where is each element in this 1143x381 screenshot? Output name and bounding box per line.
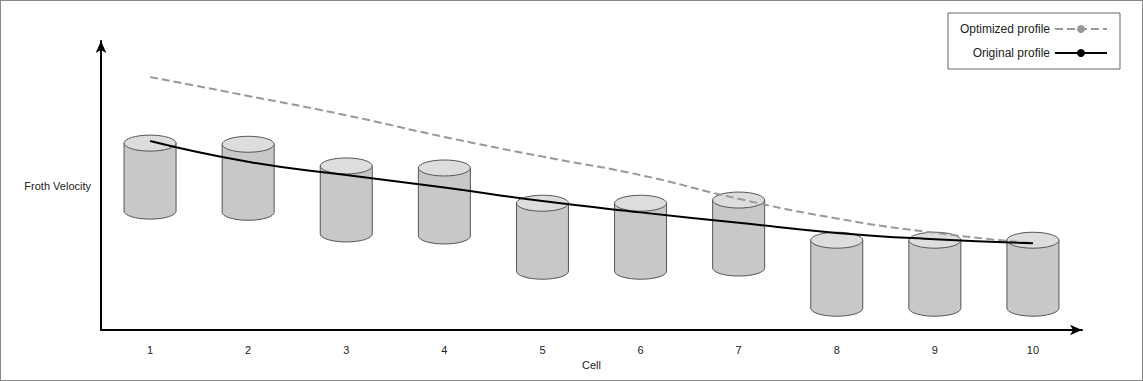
svg-text:6: 6 bbox=[637, 344, 643, 356]
svg-text:Cell: Cell bbox=[582, 359, 601, 371]
svg-text:5: 5 bbox=[539, 344, 545, 356]
svg-text:4: 4 bbox=[441, 344, 447, 356]
svg-text:8: 8 bbox=[834, 344, 840, 356]
svg-text:Froth Velocity: Froth Velocity bbox=[24, 180, 91, 192]
svg-text:2: 2 bbox=[245, 344, 251, 356]
svg-text:7: 7 bbox=[736, 344, 742, 356]
svg-text:Original profile: Original profile bbox=[973, 46, 1051, 60]
svg-text:Optimized profile: Optimized profile bbox=[960, 22, 1050, 36]
svg-text:1: 1 bbox=[147, 344, 153, 356]
svg-text:9: 9 bbox=[932, 344, 938, 356]
svg-text:10: 10 bbox=[1027, 344, 1039, 356]
svg-text:3: 3 bbox=[343, 344, 349, 356]
